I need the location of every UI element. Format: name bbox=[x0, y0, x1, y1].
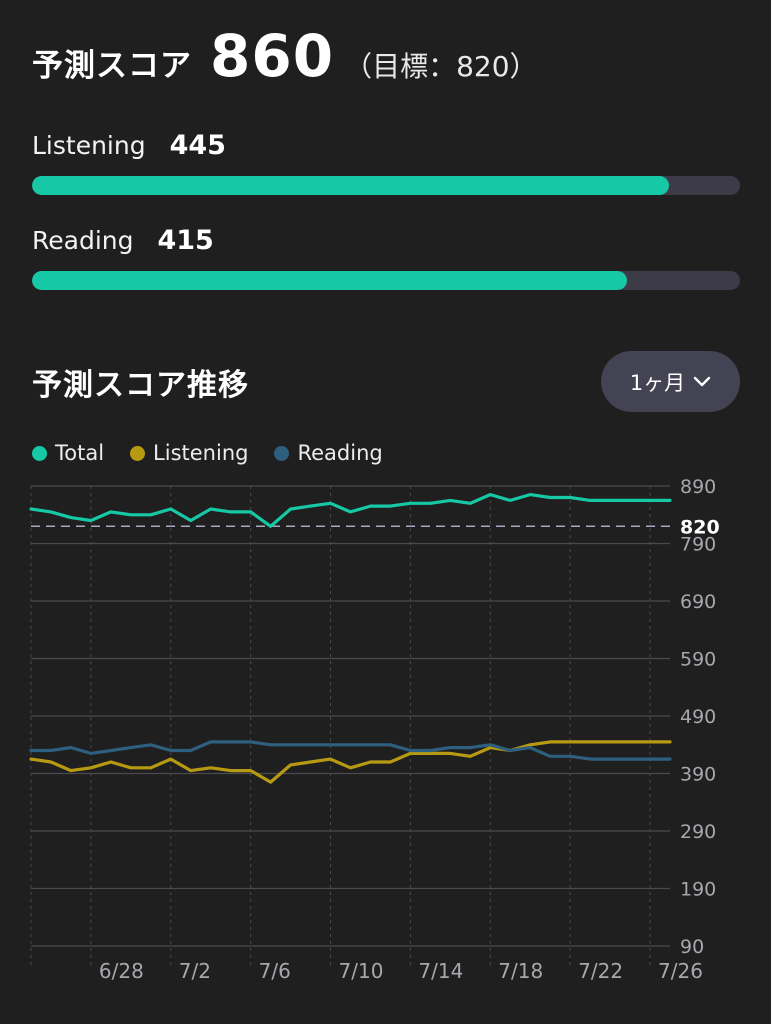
series-line-listening bbox=[29, 740, 672, 784]
legend-item-total: Total bbox=[32, 441, 104, 465]
x-tick-label-7-2: 7/2 bbox=[179, 959, 211, 983]
reading-label: Reading bbox=[32, 226, 134, 255]
series-line-reading bbox=[29, 740, 672, 761]
x-tick-label-7-10: 7/10 bbox=[339, 959, 384, 983]
x-tick-label-7-18: 7/18 bbox=[498, 959, 543, 983]
reading-score: 415 bbox=[157, 225, 214, 256]
score-trend-chart: 890 790 690 590 490 390 290 190 90 6/28 7/2 7/6 7/1… bbox=[29, 476, 720, 983]
y-tick-label-790: 790 bbox=[680, 534, 716, 556]
listening-label: Listening bbox=[32, 131, 146, 160]
legend-dot-listening bbox=[130, 445, 146, 461]
x-tick-label-7-22: 7/22 bbox=[578, 959, 623, 983]
y-tick-label-90: 90 bbox=[680, 936, 704, 958]
legend-item-listening: Listening bbox=[130, 441, 248, 465]
reading-section: Reading 415 bbox=[32, 225, 740, 290]
period-label: 1ヶ月 bbox=[629, 370, 686, 395]
x-tick-label-7-14: 7/14 bbox=[418, 959, 463, 983]
x-tick-label-7-6: 7/6 bbox=[259, 959, 291, 983]
goal-label: 820 bbox=[680, 516, 720, 538]
listening-progress-fill bbox=[32, 176, 670, 195]
reading-progress-bar bbox=[32, 271, 740, 290]
reading-progress-fill bbox=[32, 271, 627, 290]
period-select-button[interactable]: 1ヶ月 bbox=[601, 351, 740, 412]
listening-score: 445 bbox=[169, 130, 226, 161]
legend-label-total: Total bbox=[55, 441, 105, 465]
y-tick-label-690: 690 bbox=[680, 591, 716, 613]
y-tick-label-390: 390 bbox=[680, 764, 716, 786]
y-tick-label-190: 190 bbox=[680, 879, 716, 901]
y-tick-label-890: 890 bbox=[680, 476, 716, 498]
predicted-score-label: 予測スコア bbox=[32, 48, 192, 84]
listening-section: Listening 445 bbox=[32, 130, 740, 195]
listening-progress-bar bbox=[32, 176, 740, 195]
y-tick-label-590: 590 bbox=[680, 649, 716, 671]
score-header: 予測スコア 860 （目標：820） bbox=[32, 22, 752, 102]
y-tick-label-490: 490 bbox=[680, 706, 716, 728]
legend-item-reading: Reading bbox=[274, 441, 383, 465]
predicted-score-value: 860 bbox=[210, 22, 335, 90]
legend-dot-reading bbox=[274, 445, 290, 461]
score-trend-title: 予測スコア推移 bbox=[32, 368, 249, 403]
x-tick-label-7-26: 7/26 bbox=[658, 959, 703, 983]
chevron-down-icon bbox=[693, 376, 711, 386]
legend-label-reading: Reading bbox=[297, 441, 383, 465]
y-tick-label-290: 290 bbox=[680, 821, 716, 843]
target-score-text: （目標：820） bbox=[344, 50, 538, 83]
series-line-total bbox=[29, 493, 672, 528]
x-tick-label-6-28: 6/28 bbox=[99, 959, 144, 983]
legend-label-listening: Listening bbox=[153, 441, 249, 465]
legend-dot-total bbox=[32, 445, 47, 461]
chart-legend: Total Listening Reading bbox=[32, 441, 383, 465]
